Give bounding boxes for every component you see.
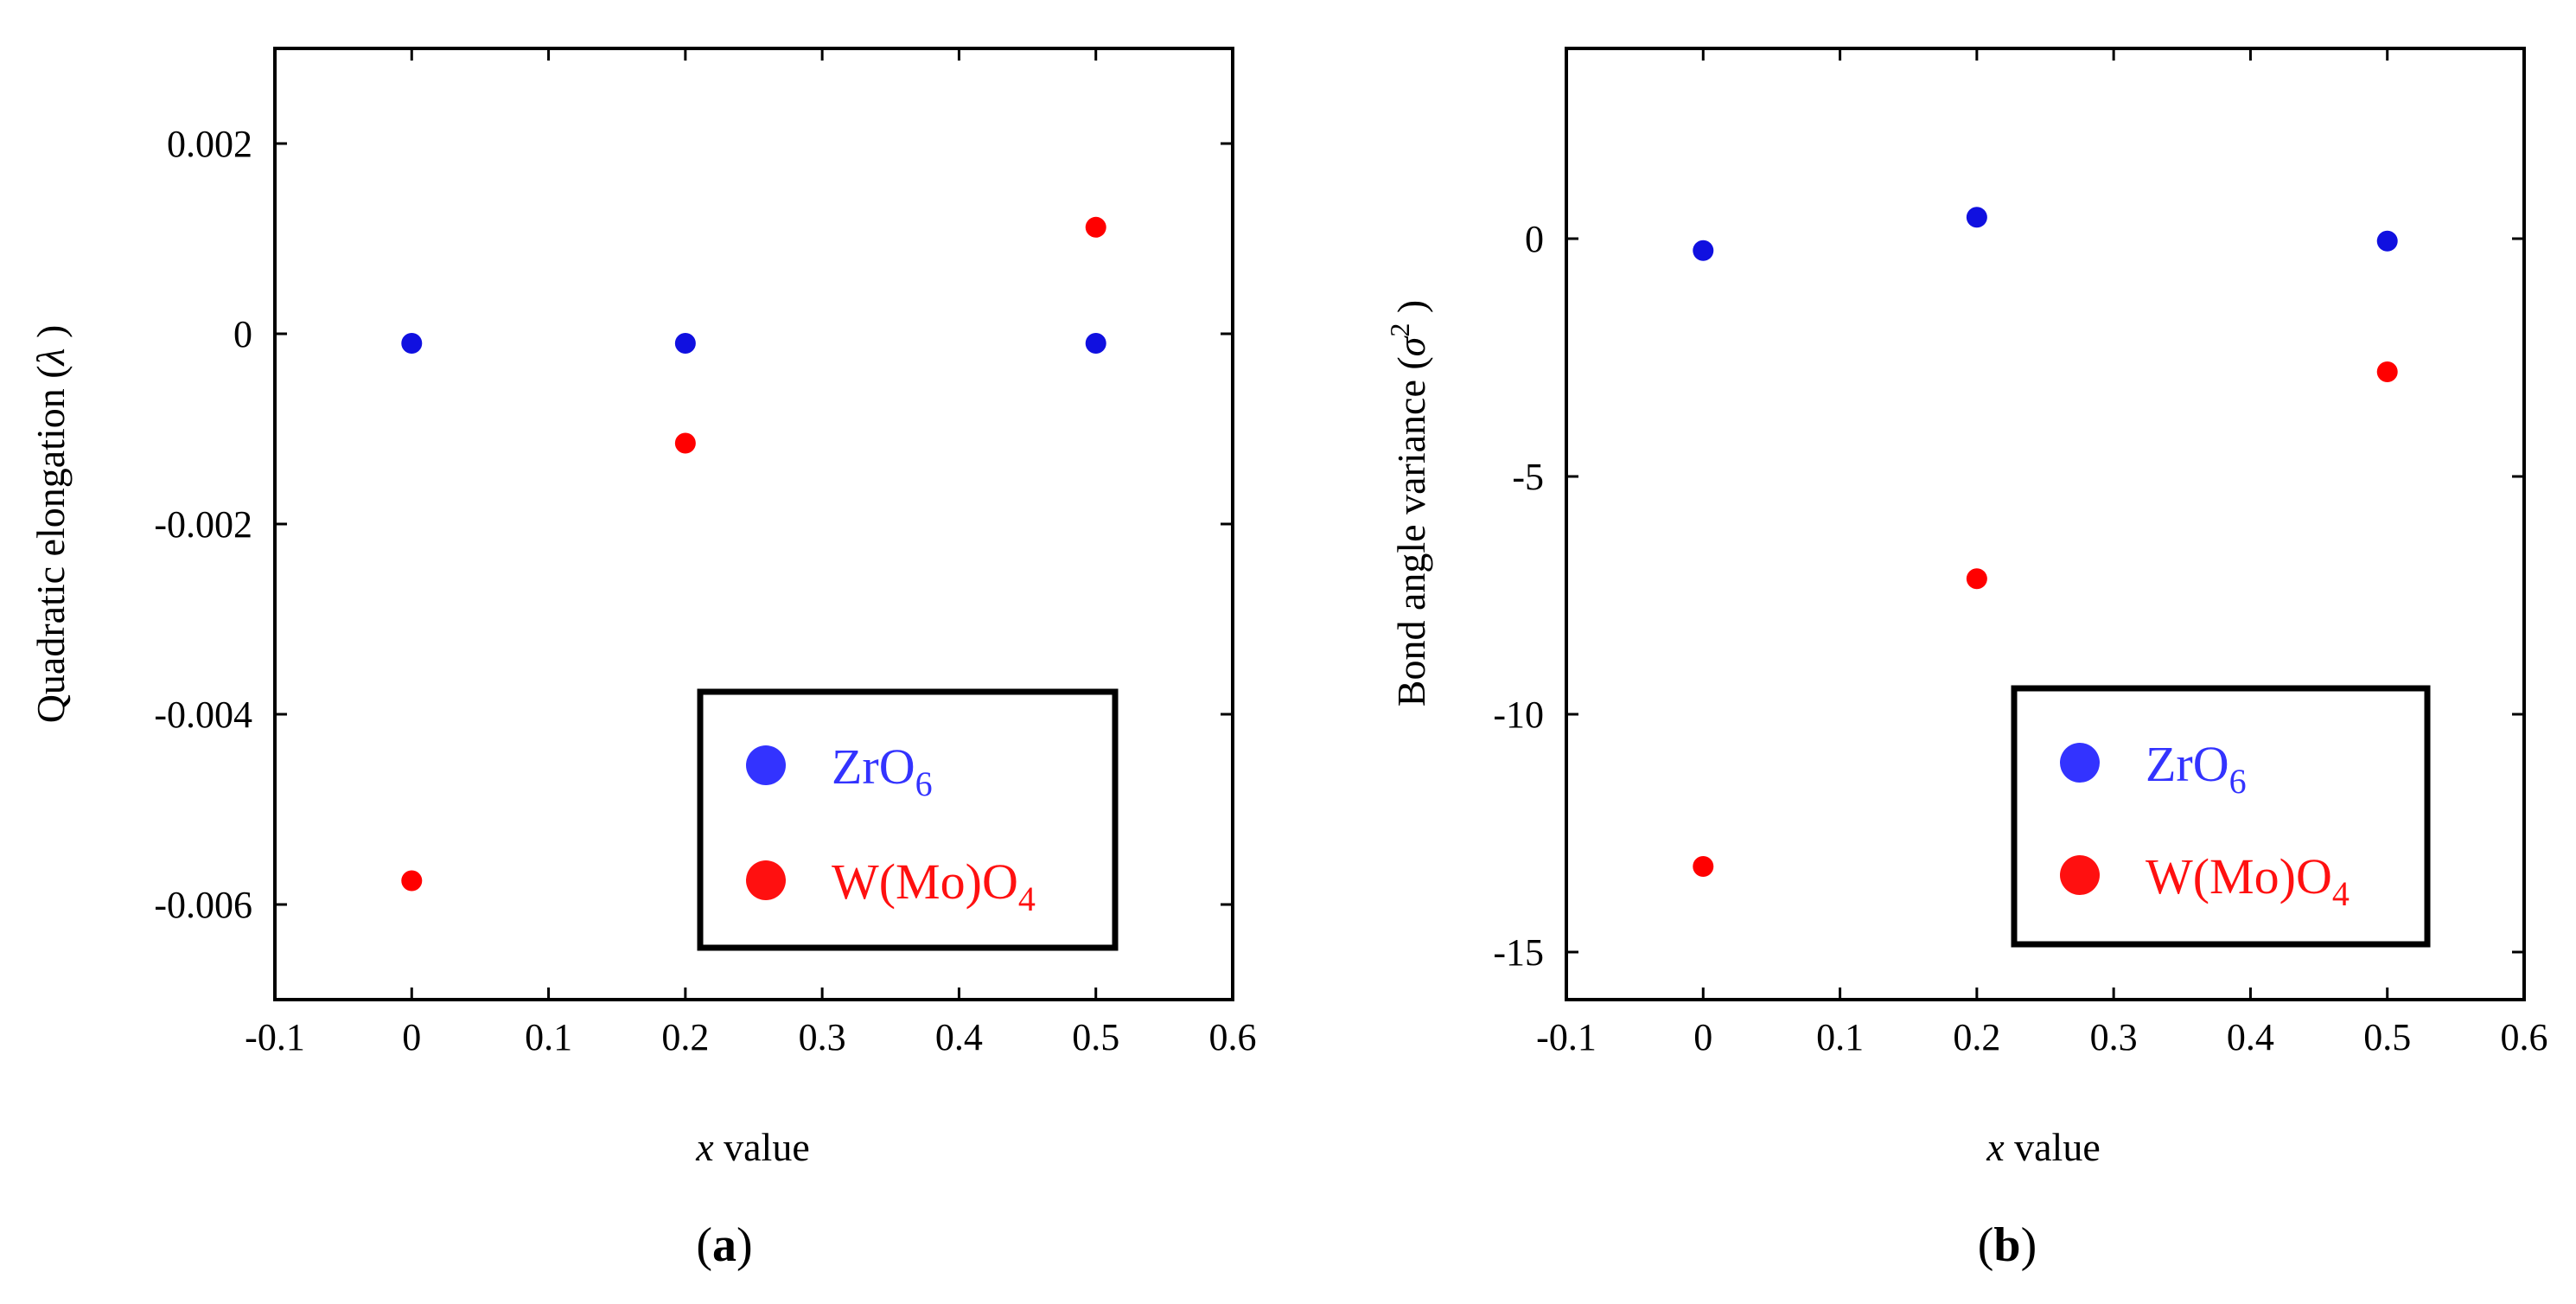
data-point-zro6 (674, 333, 696, 354)
x-tick-label: 0.2 (1953, 1016, 2000, 1058)
y-tick-label: -15 (1493, 931, 1544, 974)
data-points (1693, 207, 2398, 877)
y-axis-label: Quadratic elongation (λ ) (29, 325, 73, 724)
x-tick-label: 0.3 (2090, 1016, 2138, 1058)
legend-marker-zro6 (2060, 743, 2100, 783)
legend: ZrO6 W(Mo)O4 (697, 688, 1119, 951)
x-tick-label: 0 (1693, 1016, 1712, 1058)
legend-marker-wmoo4 (2060, 855, 2100, 895)
legend: ZrO6 W(Mo)O4 (2011, 685, 2431, 948)
panel-label-a: (a) (696, 1218, 752, 1272)
y-tick-label: 0 (233, 313, 252, 355)
panel-label-b: (b) (1978, 1218, 2037, 1272)
legend-label-wmoo4: W(Mo)O4 (832, 853, 1036, 918)
legend-label-zro6: ZrO6 (832, 738, 933, 803)
x-tick-label: 0.4 (935, 1016, 983, 1058)
data-point-zro6 (1693, 240, 1714, 261)
chart-panel-a: -0.1 0 0.1 0.2 0.3 0.4 0.5 0.6 -0.006-0.004-0.0… (29, 47, 1257, 1272)
y-tick-label: -0.002 (154, 503, 252, 546)
y-tick-label: -0.006 (154, 884, 252, 926)
y-axis-label: Bond angle variance (σ2 ) (1384, 300, 1433, 706)
data-point-zro6 (401, 333, 423, 354)
data-point-wmoo4 (674, 432, 696, 454)
data-point-wmoo4 (1085, 216, 1106, 238)
data-point-zro6 (1085, 333, 1106, 354)
chart-panel-b: -0.1 0 0.1 0.2 0.3 0.4 0.5 0.6 -15 -10 -5 0 ZrO6 W… (1384, 47, 2548, 1272)
y-tick-label: 0 (1525, 218, 1544, 260)
x-axis-label: x value (695, 1125, 810, 1169)
data-point-zro6 (1966, 207, 1987, 228)
y-axis-ticks: -15 -10 -5 0 (1493, 218, 2524, 974)
x-tick-label: 0.3 (799, 1016, 846, 1058)
legend-marker-wmoo4 (746, 860, 786, 900)
x-tick-label: 0.1 (1816, 1016, 1864, 1058)
legend-label-wmoo4: W(Mo)O4 (2146, 848, 2350, 913)
data-point-zro6 (2376, 230, 2398, 252)
x-axis-label: x value (1986, 1125, 2101, 1169)
x-tick-label: 0.5 (1072, 1016, 1119, 1058)
x-tick-label: -0.1 (245, 1016, 305, 1058)
legend-marker-zro6 (746, 745, 786, 785)
x-tick-label: 0.5 (2363, 1016, 2411, 1058)
y-tick-label: -5 (1512, 456, 1544, 498)
x-tick-label: 0.1 (525, 1016, 572, 1058)
y-axis-ticks: -0.006 -0.004 -0.002 0 0.002 (154, 123, 1233, 926)
x-tick-label: 0.6 (1209, 1016, 1257, 1058)
x-tick-label: 0 (402, 1016, 421, 1058)
legend-label-zro6: ZrO6 (2146, 736, 2247, 801)
legend-box (2011, 685, 2431, 948)
x-axis-ticks: -0.1 0 0.1 0.2 0.3 0.4 0.5 0.6 (1536, 48, 2548, 1058)
y-tick-label: -0.004 (154, 694, 252, 736)
legend-box (697, 688, 1119, 951)
x-tick-label: -0.1 (1536, 1016, 1597, 1058)
x-tick-label: 0.4 (2227, 1016, 2274, 1058)
data-point-wmoo4 (2376, 361, 2398, 382)
x-tick-label: 0.6 (2501, 1016, 2548, 1058)
y-tick-label: -10 (1493, 694, 1544, 736)
data-point-wmoo4 (1966, 568, 1987, 590)
data-point-wmoo4 (1693, 856, 1714, 877)
x-axis-ticks: -0.1 0 0.1 0.2 0.3 0.4 0.5 0.6 (245, 48, 1257, 1058)
data-point-wmoo4 (401, 870, 423, 892)
x-tick-label: 0.2 (661, 1016, 709, 1058)
plot-area-frame (1565, 47, 2526, 1001)
y-tick-label: 0.002 (167, 123, 252, 165)
data-points (401, 216, 1106, 892)
